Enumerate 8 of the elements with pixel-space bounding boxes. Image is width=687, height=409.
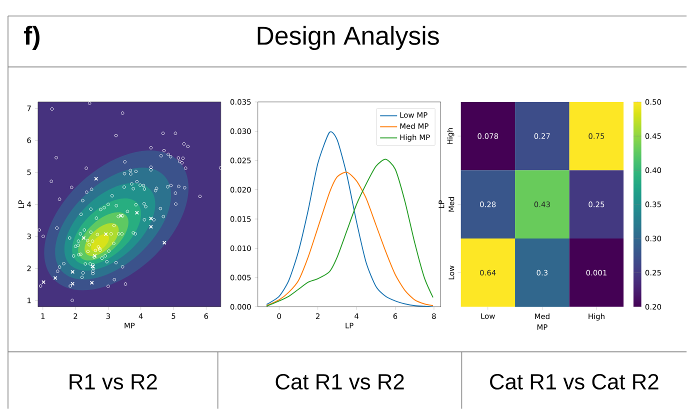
text: R1 vs R2	[70, 374, 157, 390]
point	[90, 264, 95, 268]
text: f)	[24, 26, 40, 50]
text: Design Analysis	[258, 26, 439, 50]
text: Cat R1 vs R2	[276, 374, 404, 390]
text: Cat R1 vs Cat R2	[490, 374, 658, 390]
point	[148, 216, 153, 220]
line-series	[266, 132, 434, 307]
